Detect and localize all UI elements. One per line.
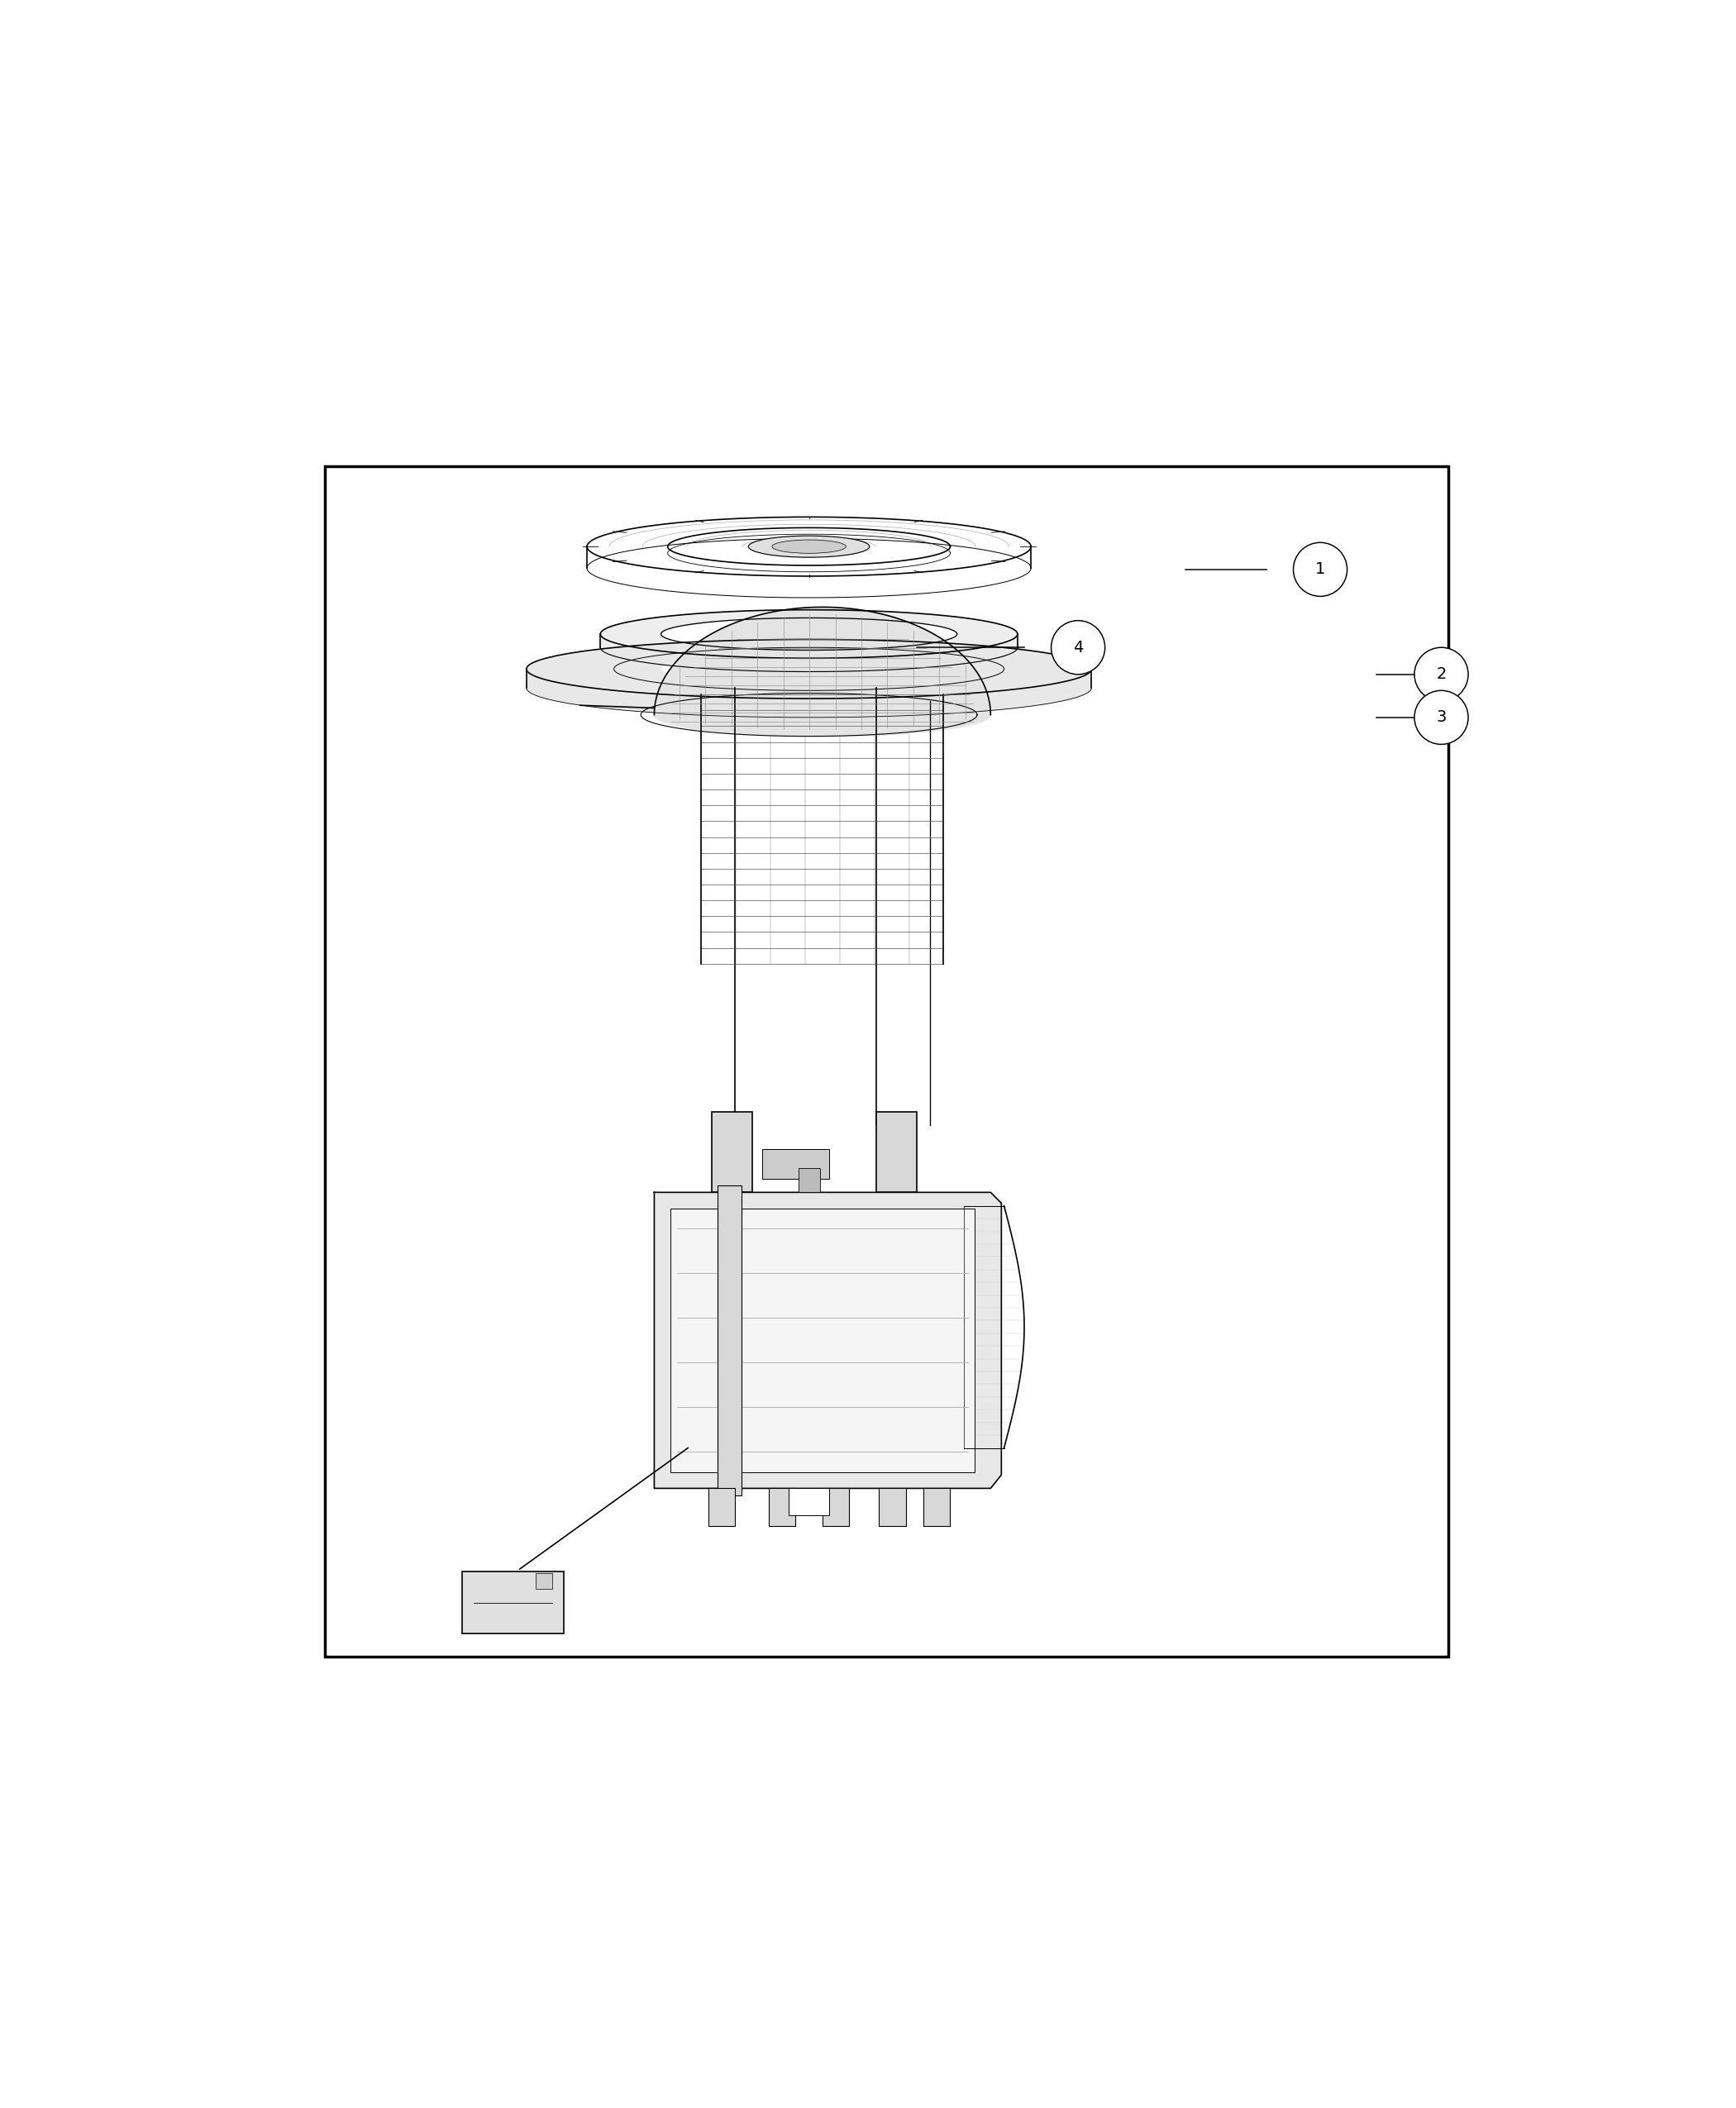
Bar [712,1111,752,1193]
FancyBboxPatch shape [462,1573,564,1634]
Ellipse shape [661,618,957,649]
Text: 4: 4 [1073,639,1083,656]
Bar [924,1488,950,1526]
Polygon shape [654,607,991,736]
Text: 3: 3 [1436,710,1446,725]
Ellipse shape [748,535,870,557]
Text: 1: 1 [1316,561,1325,578]
Bar [788,1488,830,1516]
Bar [799,1168,819,1193]
Bar [769,1488,795,1526]
Circle shape [1415,691,1469,744]
Circle shape [1050,620,1104,675]
Bar [325,466,1448,1657]
Circle shape [1415,647,1469,702]
Bar [823,1488,849,1526]
Text: 2: 2 [1436,666,1446,683]
Circle shape [1293,542,1347,597]
Bar [708,1488,734,1526]
Bar [762,1149,830,1178]
Bar [717,1185,741,1495]
Bar [536,1573,552,1589]
Bar [670,1208,974,1471]
Ellipse shape [661,656,957,683]
Polygon shape [601,609,1017,672]
Polygon shape [654,1193,1002,1488]
Bar [877,1111,917,1193]
Bar [878,1488,906,1526]
Polygon shape [526,639,1092,717]
Ellipse shape [773,540,845,552]
